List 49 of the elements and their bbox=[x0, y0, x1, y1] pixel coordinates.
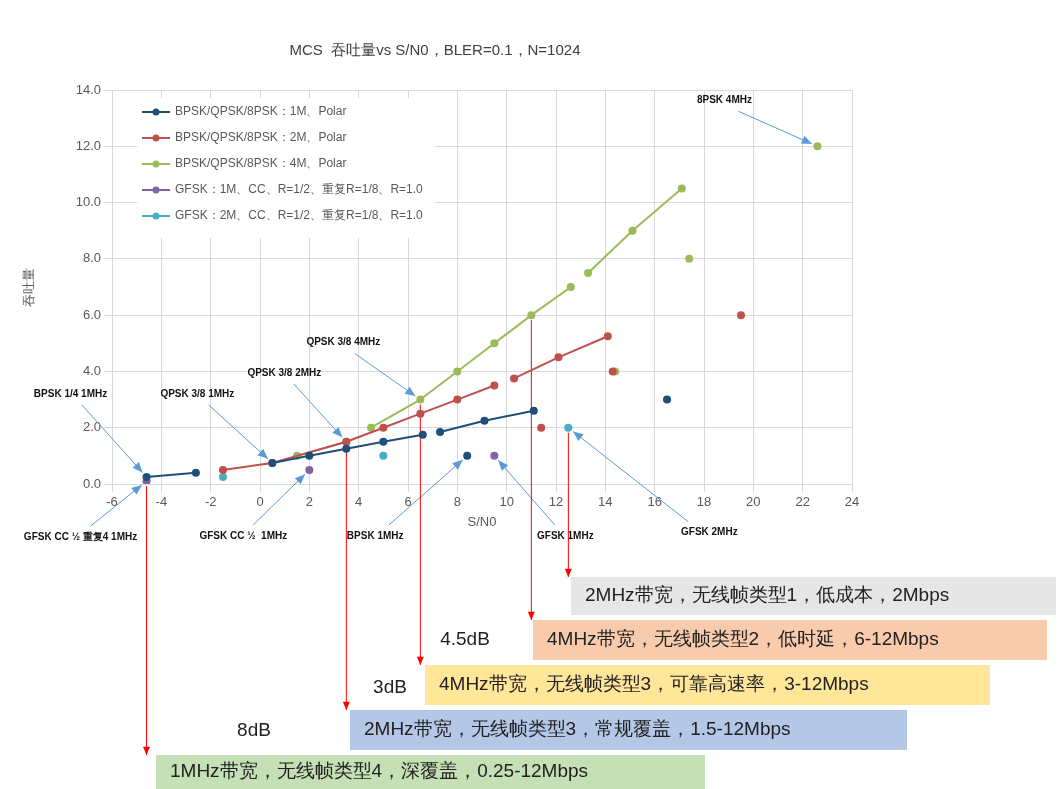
chart-title: MCS 吞吐量vs S/N0，BLER=0.1，N=1024 bbox=[289, 41, 581, 59]
annotation: GFSK CC ½ 重复4 1MHz bbox=[23, 530, 138, 542]
annotation: QPSK 3/8 2MHz bbox=[247, 366, 322, 378]
annotation: QPSK 3/8 4MHz bbox=[306, 336, 381, 348]
text: 4.5dB bbox=[440, 628, 490, 650]
x-tick-label: 8 bbox=[453, 494, 461, 510]
x-tick-label: 20 bbox=[746, 494, 761, 510]
x-tick-label: -6 bbox=[106, 494, 118, 510]
annotation: BPSK 1MHz bbox=[346, 529, 404, 541]
y-tick-label: 10.0 bbox=[75, 194, 101, 210]
y-tick-label: 6.0 bbox=[82, 306, 101, 322]
annotation: 2MHz带宽，无线帧类型3，常规覆盖，1.5-12Mbps bbox=[364, 718, 791, 740]
x-tick-label: -2 bbox=[204, 494, 217, 510]
x-tick-label: 16 bbox=[647, 494, 662, 510]
y-tick-label: 12.0 bbox=[75, 137, 101, 153]
x-tick-label: 12 bbox=[548, 494, 564, 510]
annotation: 1MHz带宽，无线帧类型4，深覆盖，0.25-12Mbps bbox=[170, 760, 589, 782]
annotation: GFSK CC ½ 1MHz bbox=[199, 529, 288, 541]
y-tick-label: 14.0 bbox=[75, 81, 101, 97]
x-tick-label: 4 bbox=[355, 494, 363, 510]
annotation: QPSK 3/8 1MHz bbox=[160, 387, 235, 399]
x-tick-label: 14 bbox=[598, 494, 613, 510]
annotation: 8PSK 4MHz bbox=[696, 94, 752, 106]
y-tick-label: 8.0 bbox=[82, 250, 101, 266]
legend-label: BPSK/QPSK/8PSK：4M、Polar bbox=[175, 156, 347, 171]
x-tick-label: -4 bbox=[155, 494, 168, 510]
x-tick-label: 24 bbox=[844, 494, 860, 510]
y-tick-label: 0.0 bbox=[82, 475, 101, 491]
annotation: GFSK 2MHz bbox=[681, 526, 738, 538]
legend-label: BPSK/QPSK/8PSK：1M、Polar bbox=[175, 104, 347, 119]
x-axis-title: S/N0 bbox=[467, 513, 497, 529]
legend-label: GFSK：2M、CC、R=1/2、重复R=1/8、R=1.0 bbox=[175, 208, 424, 223]
x-tick-label: 0 bbox=[256, 494, 264, 510]
annotation: 4MHz带宽，无线帧类型3，可靠高速率，3-12Mbps bbox=[439, 673, 869, 695]
x-tick-label: 22 bbox=[795, 494, 810, 510]
legend-label: BPSK/QPSK/8PSK：2M、Polar bbox=[175, 130, 347, 145]
annotation: BPSK 1/4 1MHz bbox=[33, 387, 108, 399]
annotation: 2MHz带宽，无线帧类型1，低成本，2Mbps bbox=[585, 584, 950, 606]
text: 8dB bbox=[237, 719, 271, 741]
y-axis-title: 吞吐量 bbox=[21, 267, 37, 307]
x-tick-label: 10 bbox=[499, 494, 514, 510]
y-tick-label: 4.0 bbox=[82, 363, 101, 379]
x-tick-label: 18 bbox=[696, 494, 712, 510]
legend-label: GFSK：1M、CC、R=1/2、重复R=1/8、R=1.0 bbox=[175, 182, 424, 197]
x-tick-label: 2 bbox=[305, 494, 313, 510]
y-tick-label: 2.0 bbox=[82, 419, 101, 435]
text: 3dB bbox=[373, 676, 407, 698]
x-tick-label: 6 bbox=[404, 494, 412, 510]
annotation: 4MHz带宽，无线帧类型2，低时延，6-12Mbps bbox=[547, 628, 939, 650]
